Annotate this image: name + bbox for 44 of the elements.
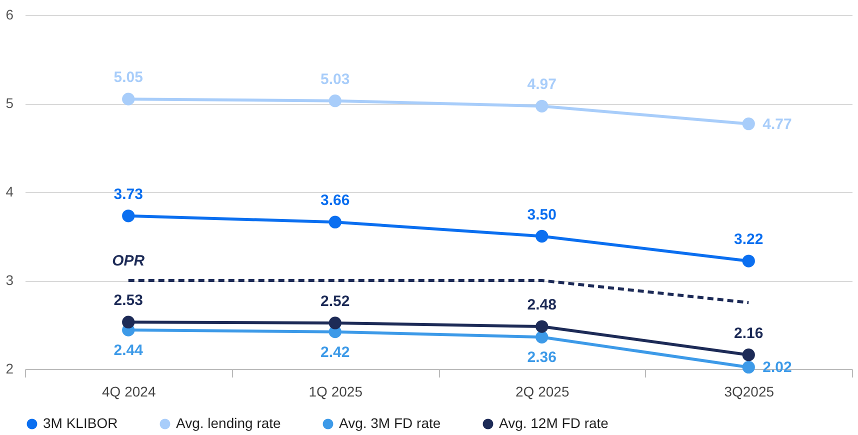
data-label: 2.52 [320,292,350,310]
data-label: 4.97 [527,76,556,94]
point [328,216,342,228]
point [328,316,342,330]
data-label: 3.50 [527,206,556,224]
data-label: 2.48 [527,296,556,314]
point [328,94,342,108]
point [536,330,548,344]
y-tick-label: 5 [6,95,14,111]
legend-label: Avg. 12M FD rate [499,415,609,431]
data-label: 2.42 [320,344,350,361]
point [742,254,755,268]
data-label: 2.36 [527,349,556,366]
data-label: 4.77 [762,116,792,133]
data-label: 3.66 [320,192,350,210]
data-label: 2.02 [762,359,792,376]
data-label: 5.05 [114,69,143,86]
point [122,316,135,328]
legend-label: 3M KLIBOR [43,415,118,431]
data-label: 2.53 [114,292,143,310]
data-label: 2.16 [734,324,764,342]
x-tick-label: 4Q 2024 [102,384,156,400]
y-tick-label: 6 [6,6,14,22]
point [122,92,135,106]
legend-label: Avg. 3M FD rate [339,415,441,431]
point [742,118,755,130]
x-tick-label: 3Q2025 [724,384,774,400]
x-tick-label: 1Q 2025 [308,384,363,400]
series-label: OPR [112,252,145,270]
data-label: 3.22 [734,231,764,248]
y-tick-label: 3 [6,272,14,288]
point [122,210,135,222]
point [742,360,755,374]
legend-label: Avg. lending rate [176,415,282,431]
point [536,230,548,243]
data-label: 2.44 [114,342,144,360]
y-tick-label: 4 [6,184,14,200]
x-tick-label: 2Q 2025 [516,384,570,400]
point [742,348,755,362]
data-label: 5.03 [320,70,350,88]
data-label: 3.73 [114,186,143,203]
point [536,320,548,333]
y-tick-label: 2 [6,360,14,376]
point [536,100,548,112]
